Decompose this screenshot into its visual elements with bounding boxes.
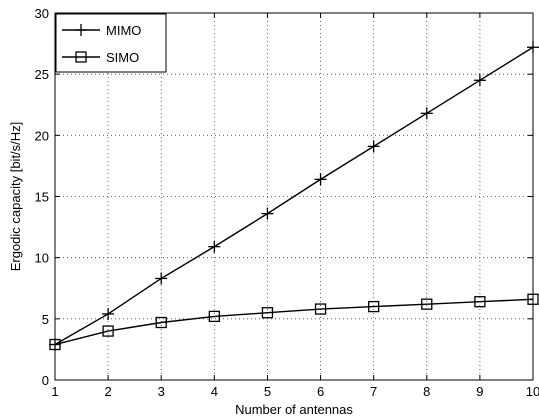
y-tick-label: 0 bbox=[42, 373, 49, 388]
y-tick-label: 5 bbox=[42, 312, 49, 327]
data-point bbox=[208, 310, 220, 323]
plot-series bbox=[49, 41, 539, 351]
x-tick-label: 10 bbox=[526, 384, 539, 399]
axis-ticks: 1 2 3 4 5 6 7 8 9 10 0 5 10 15 20 25 30 bbox=[35, 6, 539, 399]
series-simo bbox=[49, 293, 539, 351]
x-tick-label: 7 bbox=[370, 384, 377, 399]
data-point bbox=[421, 298, 433, 310]
x-tick-label: 2 bbox=[104, 384, 111, 399]
x-tick-label: 8 bbox=[423, 384, 430, 399]
data-point bbox=[261, 307, 274, 319]
legend-item-simo: SIMO bbox=[62, 50, 139, 65]
x-tick-label: 6 bbox=[317, 384, 324, 399]
data-point bbox=[261, 207, 274, 220]
data-point bbox=[473, 74, 486, 87]
x-tick-label: 9 bbox=[476, 384, 483, 399]
data-point bbox=[474, 296, 486, 308]
series-mimo bbox=[49, 41, 539, 351]
data-point bbox=[368, 300, 380, 313]
y-tick-label: 20 bbox=[35, 128, 49, 143]
data-point bbox=[102, 325, 114, 337]
y-axis-label: Ergodic capacity [bit/s/Hz] bbox=[8, 122, 23, 272]
legend-box bbox=[55, 13, 167, 73]
y-tick-label: 25 bbox=[35, 67, 49, 82]
data-point bbox=[102, 307, 115, 320]
x-tick-label: 3 bbox=[158, 384, 165, 399]
x-axis-label: Number of antennas bbox=[235, 402, 353, 417]
series-line bbox=[54, 298, 534, 346]
plus-marker bbox=[75, 24, 87, 36]
data-point bbox=[155, 316, 167, 329]
x-tick-label: 4 bbox=[211, 384, 218, 399]
square-marker bbox=[75, 51, 87, 63]
data-point bbox=[314, 173, 327, 186]
data-point bbox=[314, 303, 327, 315]
y-tick-label: 15 bbox=[35, 190, 49, 205]
series-line bbox=[54, 46, 534, 346]
data-point bbox=[367, 140, 380, 153]
legend: MIMO SIMO bbox=[55, 13, 167, 73]
data-point bbox=[208, 240, 221, 253]
data-point bbox=[420, 107, 433, 120]
x-tick-label: 1 bbox=[51, 384, 58, 399]
legend-item-mimo: MIMO bbox=[62, 23, 141, 38]
legend-label: SIMO bbox=[106, 50, 139, 65]
x-tick-label: 5 bbox=[264, 384, 271, 399]
y-tick-label: 30 bbox=[35, 6, 49, 21]
data-point bbox=[155, 272, 168, 285]
legend-label: MIMO bbox=[106, 23, 141, 38]
y-tick-label: 10 bbox=[35, 251, 49, 266]
